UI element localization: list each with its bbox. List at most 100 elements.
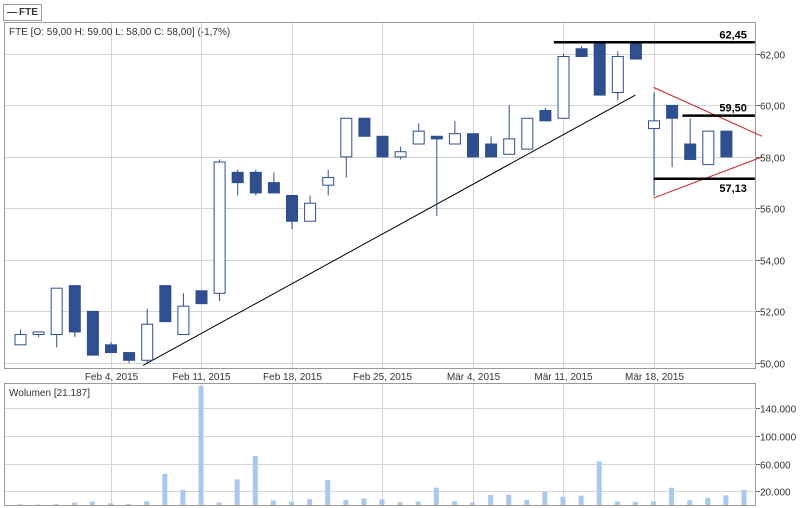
date-tick-label: Mär 4, 2015	[447, 372, 501, 383]
candle-body	[32, 331, 45, 336]
price-panel-frame	[4, 22, 756, 369]
date-tick-label: Mär 18, 2015	[625, 372, 684, 383]
date-tick-label: Mär 11, 2015	[534, 372, 593, 383]
candles	[14, 43, 733, 363]
candle-body	[141, 323, 154, 361]
price-tick-label: 52,00	[760, 308, 785, 319]
date-tick-label: Feb 25, 2015	[353, 372, 412, 383]
volume-tick-label: 60.000	[760, 461, 791, 472]
volume-bar	[126, 503, 132, 505]
volume-panel-title: Wolumen [21.187]	[9, 388, 90, 399]
date-tick-label: Feb 4, 2015	[85, 372, 139, 383]
volume-bar	[705, 497, 711, 505]
volume-bar	[632, 501, 638, 505]
volume-bar	[651, 501, 656, 505]
candle-body	[412, 130, 425, 145]
volume-bar	[53, 504, 59, 505]
series-legend[interactable]: FTE	[3, 4, 42, 21]
trend-line	[653, 86, 763, 137]
candle-body	[322, 176, 335, 186]
volume-bar	[270, 500, 276, 505]
volume-bar	[180, 489, 186, 505]
candle-body	[267, 182, 280, 194]
candle-body	[521, 117, 534, 150]
volume-bar	[470, 502, 475, 505]
trend-line	[142, 94, 636, 366]
volume-bar	[307, 499, 313, 505]
volume-bar	[397, 502, 403, 505]
volume-panel-frame	[4, 383, 756, 506]
trend-line	[653, 156, 763, 199]
candle-body	[575, 48, 588, 57]
candle-body	[611, 55, 624, 94]
level-label: 57,13	[719, 183, 747, 195]
date-axis: Feb 4, 2015 Feb 11, 2015 Feb 18, 2015 Feb 2…	[85, 372, 685, 383]
candle-body	[358, 117, 371, 137]
candle-body	[159, 285, 172, 323]
volume-bar	[108, 503, 113, 505]
volume-bar	[71, 502, 77, 505]
volume-bar	[325, 480, 331, 505]
date-tick-label: Feb 11, 2015	[172, 372, 231, 383]
volume-bar	[379, 499, 385, 505]
candle-body	[503, 138, 516, 155]
volume-bar	[252, 455, 258, 505]
candle-body	[50, 287, 63, 336]
candle-body	[86, 310, 99, 356]
level-label: 59,50	[719, 103, 747, 115]
level-label: 62,45	[719, 29, 747, 41]
price-grid	[5, 23, 756, 368]
candle-body	[720, 130, 733, 158]
volume-bar	[361, 498, 367, 505]
volume-tick-label: 20.000	[760, 488, 791, 499]
candle-body	[629, 43, 642, 60]
candle-body	[557, 55, 570, 119]
volume-bar	[542, 491, 548, 505]
volume-bar	[723, 495, 729, 505]
volume-bar	[289, 501, 294, 505]
candle-body	[249, 171, 262, 194]
candle-body	[304, 202, 317, 222]
volume-bar	[560, 496, 566, 505]
candle-body	[123, 352, 136, 361]
volume-bar	[234, 479, 240, 505]
volume-bar	[578, 495, 584, 505]
price-tick-label: 56,00	[760, 205, 785, 216]
price-axis: 50,00 52,00 54,00 56,00 58,00 60,00 62,00	[756, 51, 785, 371]
candle-body	[648, 120, 660, 130]
volume-bar	[162, 473, 168, 505]
price-tick-label: 60,00	[760, 102, 785, 113]
candle-body	[105, 344, 117, 354]
candle-body	[485, 143, 498, 158]
candle-body	[430, 135, 443, 140]
volume-bars	[17, 386, 747, 506]
volume-bar	[415, 501, 421, 505]
candle-body	[286, 195, 298, 222]
volume-bar	[343, 499, 349, 505]
candle-body	[702, 130, 715, 166]
volume-bar	[216, 502, 222, 505]
volume-bar	[524, 499, 530, 505]
volume-bar	[614, 501, 620, 505]
legend-line-icon	[7, 12, 17, 13]
trend-lines	[142, 86, 763, 366]
candle-body	[394, 151, 407, 158]
candle-body	[14, 334, 27, 346]
price-levels: 62,45 59,50 57,13	[553, 29, 755, 195]
volume-tick-label: 140.000	[760, 405, 797, 416]
candle-body	[467, 133, 479, 158]
price-tick-label: 58,00	[760, 154, 785, 165]
candle-body	[213, 161, 226, 294]
candle-body	[448, 133, 461, 145]
date-tick-label: Feb 18, 2015	[263, 372, 322, 383]
volume-bar	[488, 494, 494, 505]
price-tick-label: 62,00	[760, 51, 785, 62]
volume-bar	[451, 501, 457, 505]
volume-bar	[198, 386, 204, 505]
candle-body	[195, 290, 208, 305]
candle-body	[666, 104, 679, 119]
volume-bar	[506, 494, 512, 505]
volume-bar	[17, 504, 23, 505]
volume-tick-label: 100.000	[760, 433, 797, 444]
